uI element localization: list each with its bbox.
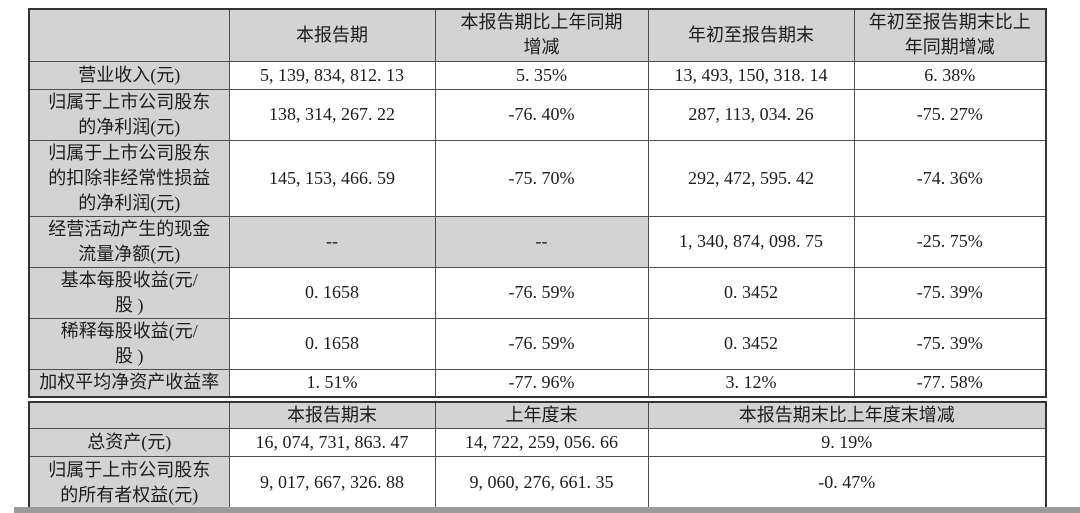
header-year-to-date: 年初至报告期末 xyxy=(647,8,855,62)
table-row-operating-revenue: 营业收入(元) 5, 139, 834, 812. 13 5. 35% 13, … xyxy=(28,60,1047,90)
table-row-net-profit: 归属于上市公司股东 的净利润(元) 138, 314, 267. 22 -76.… xyxy=(28,88,1047,141)
row-label: 归属于上市公司股东 的所有者权益(元) xyxy=(28,456,230,510)
cell-value: 5, 139, 834, 812. 13 xyxy=(228,60,436,90)
row-label: 营业收入(元) xyxy=(28,60,230,90)
header-row-period: 本报告期 本报告期比上年同期 增减 年初至报告期末 年初至报告期末比上 年同期增… xyxy=(28,8,1047,62)
cell-value: -- xyxy=(228,215,436,268)
cell-value: 292, 472, 595. 42 xyxy=(647,139,855,217)
cell-value: -75. 39% xyxy=(853,266,1047,319)
cell-value: -76. 59% xyxy=(434,317,649,370)
row-label: 总资产(元) xyxy=(28,428,230,457)
row-label: 基本每股收益(元/ 股 ) xyxy=(28,266,230,319)
cell-value: -76. 59% xyxy=(434,266,649,319)
cell-value: -75. 39% xyxy=(853,317,1047,370)
cell-value: 145, 153, 466. 59 xyxy=(228,139,436,217)
cell-value: -74. 36% xyxy=(853,139,1047,217)
table-row-operating-cash-flow: 经营活动产生的现金 流量净额(元) -- -- 1, 340, 874, 098… xyxy=(28,215,1047,268)
row-label: 经营活动产生的现金 流量净额(元) xyxy=(28,215,230,268)
cell-value: 0. 1658 xyxy=(228,317,436,370)
corner-cell xyxy=(28,8,230,62)
next-section-edge xyxy=(14,507,1080,513)
table-row-shareholders-equity: 归属于上市公司股东 的所有者权益(元) 9, 017, 667, 326. 88… xyxy=(28,456,1047,510)
header-year-to-date-yoy-change: 年初至报告期末比上 年同期增减 xyxy=(853,8,1047,62)
cell-value: -76. 40% xyxy=(434,88,649,141)
table-row-weighted-avg-roe: 加权平均净资产收益率 1. 51% -77. 96% 3. 12% -77. 5… xyxy=(28,368,1047,398)
cell-value: 14, 722, 259, 056. 66 xyxy=(434,428,649,457)
financial-summary-table-period-end: 本报告期末 上年度末 本报告期末比上年度末增减 总资产(元) 16, 074, … xyxy=(28,401,1047,511)
row-label: 加权平均净资产收益率 xyxy=(28,368,230,398)
header-current-period-end: 本报告期末 xyxy=(228,401,436,429)
table-row-basic-eps: 基本每股收益(元/ 股 ) 0. 1658 -76. 59% 0. 3452 -… xyxy=(28,266,1047,319)
cell-value: -- xyxy=(434,215,649,268)
header-current-period: 本报告期 xyxy=(228,8,436,62)
header-period-end-change: 本报告期末比上年度末增减 xyxy=(647,401,1047,429)
cell-value: 287, 113, 034. 26 xyxy=(647,88,855,141)
header-prior-year-end: 上年度末 xyxy=(434,401,649,429)
cell-value: 9, 017, 667, 326. 88 xyxy=(228,456,436,510)
corner-cell xyxy=(28,401,230,429)
cell-value: -75. 27% xyxy=(853,88,1047,141)
cell-value: -77. 58% xyxy=(853,368,1047,398)
cell-value: 9, 060, 276, 661. 35 xyxy=(434,456,649,510)
cell-value: -75. 70% xyxy=(434,139,649,217)
cell-value: 16, 074, 731, 863. 47 xyxy=(228,428,436,457)
header-row-period-end: 本报告期末 上年度末 本报告期末比上年度末增减 xyxy=(28,401,1047,429)
cell-value: 6. 38% xyxy=(853,60,1047,90)
cell-value: 13, 493, 150, 318. 14 xyxy=(647,60,855,90)
table-row-net-profit-excl-nonrecurring: 归属于上市公司股东 的扣除非经常性损益 的净利润(元) 145, 153, 46… xyxy=(28,139,1047,217)
cell-value: 138, 314, 267. 22 xyxy=(228,88,436,141)
cell-value: 0. 3452 xyxy=(647,317,855,370)
cell-value: 1. 51% xyxy=(228,368,436,398)
cell-value: -25. 75% xyxy=(853,215,1047,268)
cell-value: 5. 35% xyxy=(434,60,649,90)
cell-value: 0. 3452 xyxy=(647,266,855,319)
financial-summary-table-period: 本报告期 本报告期比上年同期 增减 年初至报告期末 年初至报告期末比上 年同期增… xyxy=(28,8,1047,398)
cell-value: 0. 1658 xyxy=(228,266,436,319)
row-label: 稀释每股收益(元/ 股 ) xyxy=(28,317,230,370)
financial-summary: 本报告期 本报告期比上年同期 增减 年初至报告期末 年初至报告期末比上 年同期增… xyxy=(28,8,1047,511)
header-current-period-yoy-change: 本报告期比上年同期 增减 xyxy=(434,8,649,62)
row-label: 归属于上市公司股东 的净利润(元) xyxy=(28,88,230,141)
cell-value: -0. 47% xyxy=(647,456,1047,510)
cell-value: 1, 340, 874, 098. 75 xyxy=(647,215,855,268)
row-label: 归属于上市公司股东 的扣除非经常性损益 的净利润(元) xyxy=(28,139,230,217)
cell-value: -77. 96% xyxy=(434,368,649,398)
cell-value: 3. 12% xyxy=(647,368,855,398)
cell-value: 9. 19% xyxy=(647,428,1047,457)
table-row-diluted-eps: 稀释每股收益(元/ 股 ) 0. 1658 -76. 59% 0. 3452 -… xyxy=(28,317,1047,370)
table-row-total-assets: 总资产(元) 16, 074, 731, 863. 47 14, 722, 25… xyxy=(28,428,1047,457)
